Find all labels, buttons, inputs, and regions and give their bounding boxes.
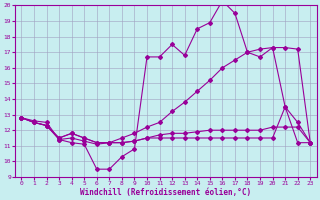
X-axis label: Windchill (Refroidissement éolien,°C): Windchill (Refroidissement éolien,°C) — [80, 188, 252, 197]
